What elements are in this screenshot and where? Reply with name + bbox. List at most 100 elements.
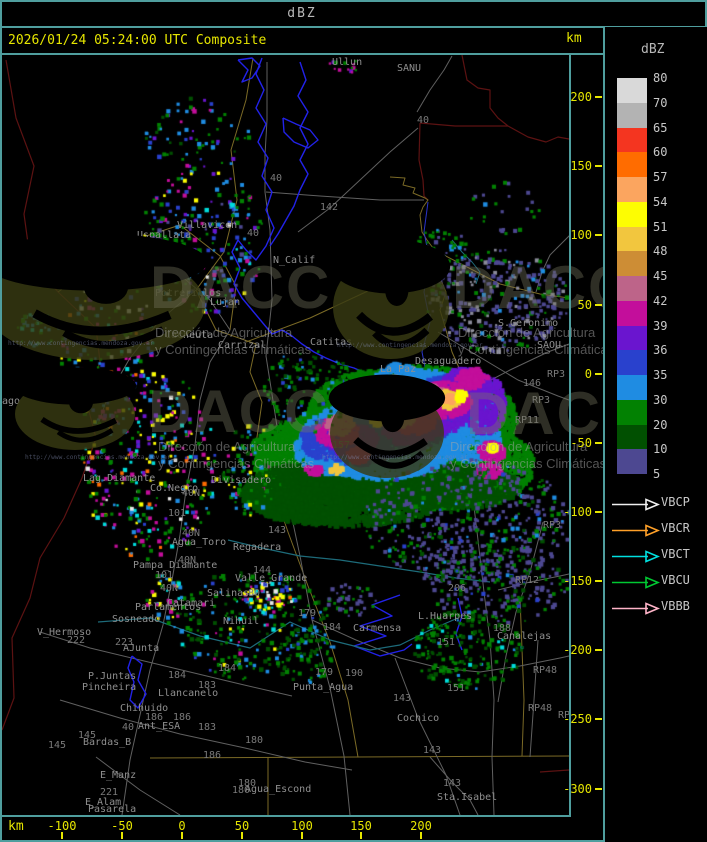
- title-bar: dBZ: [0, 0, 604, 26]
- map-route-label: 180: [232, 785, 251, 796]
- right-axis-tick: [595, 788, 602, 790]
- colorbar-scale-label: 39: [653, 318, 668, 333]
- colorbar-scale-label: 42: [653, 293, 668, 308]
- right-axis-tick-label: -300: [563, 782, 592, 796]
- map-place-label: Villavicen: [177, 220, 238, 231]
- map-right-border: [569, 55, 571, 817]
- right-axis-tick: [595, 234, 602, 236]
- colorbar-band: [617, 177, 647, 202]
- map-place-label: Co.Negro: [150, 483, 199, 494]
- vector-legend-label: VBCU: [661, 573, 690, 587]
- colorbar-scale-label: 20: [653, 417, 668, 432]
- dbz-colorbar: [617, 78, 647, 474]
- map-place-label: Desaguadero: [415, 356, 482, 367]
- map-route-label: 40N: [160, 583, 179, 594]
- colorbar-scale-label: 30: [653, 392, 668, 407]
- colorbar-scale-label: 5: [653, 467, 661, 481]
- bottom-axis-tick-label: 100: [291, 819, 313, 833]
- map-route-label: 40: [417, 115, 430, 126]
- map-route-label: 180: [245, 735, 264, 746]
- map-place-label: Cochico: [397, 713, 440, 724]
- map-place-label: Sta.Isabel: [437, 792, 498, 803]
- map-place-label: Canalejas: [497, 631, 552, 642]
- colorbar-band: [617, 201, 647, 227]
- map-place-label: Catamari: [167, 598, 216, 609]
- map-route-label: 40: [122, 722, 135, 733]
- colorbar-scale-label: 45: [653, 269, 668, 283]
- radar-map-viewport: Ullun SANU Villavicen Uspallata N_Calif Polva…: [0, 55, 569, 815]
- bottom-axis-tick-label: -50: [111, 819, 133, 833]
- map-route-label: 40: [247, 228, 260, 239]
- map-route-label: 101: [168, 508, 187, 519]
- colorbar-band: [617, 375, 647, 400]
- bottom-axis-tick: [241, 832, 243, 839]
- legend-title: dBZ: [641, 42, 665, 57]
- colorbar-scale-label: 10: [653, 442, 668, 457]
- map-route-label: 151: [437, 637, 456, 648]
- right-axis-tick-label: 150: [570, 159, 592, 173]
- bottom-axis-tick: [61, 832, 63, 839]
- right-axis-unit-label: km: [566, 31, 582, 46]
- map-place-label: Agua_Toro: [172, 537, 227, 548]
- map-place-label: Llancanelo: [158, 688, 219, 699]
- map-route-label: 221: [100, 787, 119, 798]
- bottom-axis-tick: [420, 832, 422, 839]
- right-axis-tick-label: -250: [563, 712, 592, 726]
- map-place-label: Bardas_B: [83, 737, 132, 748]
- right-axis-tick-label: -200: [563, 643, 592, 657]
- map-place-label: Catitas: [310, 337, 353, 348]
- map-place-label: AJunta: [123, 643, 160, 654]
- map-route-label: 101: [155, 570, 174, 581]
- vector-legend-row: VBCP: [610, 495, 707, 511]
- frame-left: [0, 0, 2, 842]
- map-place-label: Lujan: [210, 297, 241, 308]
- colorbar-scale-label: 60: [653, 145, 668, 160]
- map-route-label: 223: [115, 637, 134, 648]
- divider-under-title: [0, 26, 707, 28]
- map-route-label: 186: [203, 750, 222, 761]
- vector-legend-label: VBCR: [661, 521, 690, 535]
- map-place-label: Regadera: [233, 542, 282, 553]
- map-route-label: RP48: [528, 703, 553, 714]
- map-route-label: 143: [268, 525, 287, 536]
- map-route-label: 40N: [182, 488, 201, 499]
- map-place-label: Lag.Diamante: [83, 473, 156, 484]
- right-axis-tick: [595, 649, 602, 651]
- map-place-label: ago: [2, 396, 21, 407]
- map-place-label: V_Hermoso: [37, 627, 92, 638]
- legend-panel: dBZ 80 70 65 60 57 54 51 48 45 42 39 36 35 30 20 10 5 VB…: [605, 27, 707, 842]
- map-route-label: RP3: [547, 369, 566, 380]
- map-route-label: 184: [218, 663, 237, 674]
- map-place-label: E_Manz: [100, 770, 137, 781]
- right-axis-tick: [595, 442, 602, 444]
- bottom-axis-tick-label: 0: [178, 819, 186, 833]
- vbcp-arrow-icon: [612, 498, 661, 511]
- legend-separator: [603, 27, 605, 842]
- right-axis-tick-label: 100: [570, 228, 592, 242]
- map-route-label: 186: [145, 712, 164, 723]
- colorbar-band: [617, 424, 647, 450]
- map-place-label: Agua_Escond: [245, 784, 312, 795]
- map-place-label: L.Huarpes: [418, 611, 473, 622]
- right-axis-tick-label: 0: [584, 367, 592, 381]
- vbbb-arrow-icon: [612, 602, 661, 615]
- map-place-label: N_Calif: [273, 255, 316, 266]
- divider-under-timestamp: [0, 53, 604, 55]
- bottom-axis-tick-label: 150: [350, 819, 372, 833]
- right-axis-tick: [595, 304, 602, 306]
- right-axis-tick-label: 200: [570, 90, 592, 104]
- map-route-label: 183: [198, 722, 217, 733]
- map-route-label: RP11: [515, 415, 540, 426]
- vbct-arrow-icon: [612, 550, 661, 563]
- bottom-axis-tick: [360, 832, 362, 839]
- map-route-label: RP12: [515, 575, 540, 586]
- right-axis-tick: [595, 580, 602, 582]
- map-route-label: 145: [78, 730, 97, 741]
- map-place-label: Ant_ESA: [138, 721, 181, 732]
- vector-legend-row: VBCT: [610, 547, 707, 563]
- right-axis-tick: [595, 165, 602, 167]
- right-axis-tick: [595, 96, 602, 98]
- map-place-label: P.Juntas: [88, 671, 137, 682]
- colorbar-band: [617, 251, 647, 276]
- map-route-label: 80: [248, 588, 261, 599]
